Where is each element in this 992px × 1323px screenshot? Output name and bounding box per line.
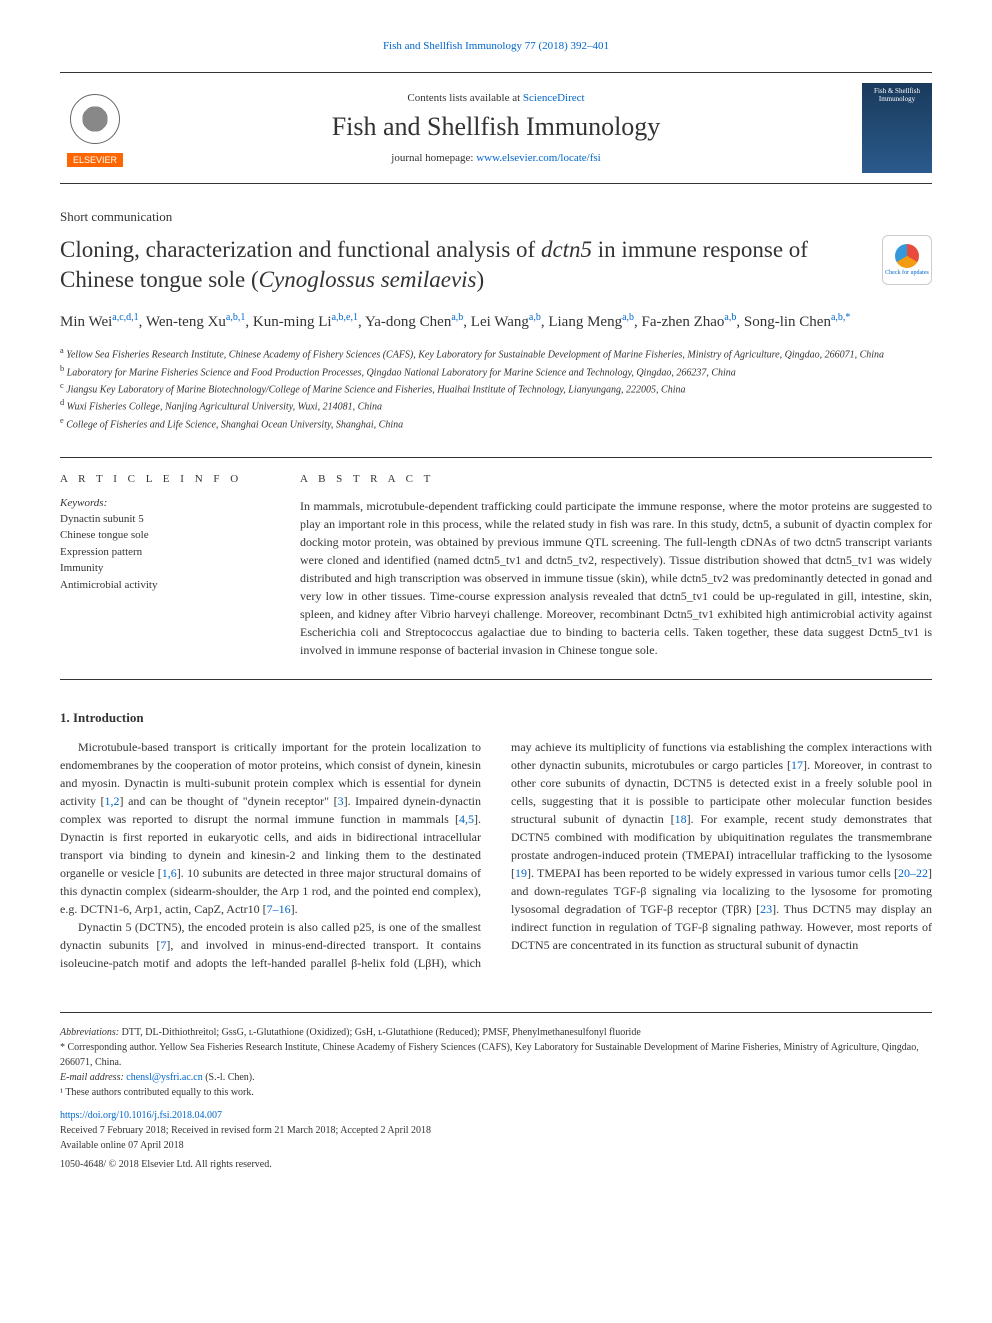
keywords-list: Dynactin subunit 5 Chinese tongue sole E… — [60, 511, 260, 594]
ref-link-4[interactable]: 1,6 — [162, 866, 177, 880]
journal-homepage: journal homepage: www.elsevier.com/locat… — [130, 152, 862, 164]
affiliation-a-text: Yellow Sea Fisheries Research Institute,… — [66, 350, 884, 361]
affiliation-a: a Yellow Sea Fisheries Research Institut… — [60, 345, 932, 362]
title-part1: Cloning, characterization and functional… — [60, 237, 541, 262]
p1-t6: ]. — [291, 902, 298, 916]
title-italic1: dctn5 — [541, 237, 592, 262]
author-8: , Song-lin Chen — [736, 314, 831, 330]
author-6-sup: a,b — [622, 312, 634, 323]
elsevier-tree-icon — [65, 89, 125, 149]
contribution-note: ¹ These authors contributed equally to t… — [60, 1085, 932, 1100]
p1-t2: ] and can be thought of "dynein receptor… — [120, 794, 338, 808]
paragraph-1: Microtubule-based transport is criticall… — [60, 738, 481, 918]
email-label: E-mail address: — [60, 1072, 126, 1083]
affiliation-e-text: College of Fisheries and Life Science, S… — [66, 419, 403, 430]
p2-t5: ]. TMEPAI has been reported to be widely… — [527, 866, 898, 880]
ref-link-10[interactable]: 20–22 — [898, 866, 928, 880]
check-updates-text: Check for updates — [885, 270, 929, 276]
article-type: Short communication — [60, 209, 932, 225]
title-italic2: Cynoglossus semilaevis — [259, 267, 477, 292]
journal-cover: Fish & Shellfish Immunology — [862, 83, 932, 173]
author-4-sup: a,b — [451, 312, 463, 323]
header-citation: Fish and Shellfish Immunology 77 (2018) … — [60, 40, 932, 52]
ref-link-11[interactable]: 23 — [760, 902, 772, 916]
author-5: , Lei Wang — [463, 314, 529, 330]
divider — [60, 457, 932, 458]
affiliation-c-text: Jiangsu Key Laboratory of Marine Biotech… — [66, 384, 685, 395]
abbrev-text: DTT, DL-Dithiothreitol; GssG, ʟ-Glutathi… — [119, 1027, 641, 1038]
author-1: Min Wei — [60, 314, 112, 330]
contents-prefix: Contents lists available at — [407, 92, 522, 104]
header-box: ELSEVIER Contents lists available at Sci… — [60, 72, 932, 184]
abstract: A B S T R A C T In mammals, microtubule-… — [300, 473, 932, 659]
divider-2 — [60, 679, 932, 680]
email-suffix: (S.-l. Chen). — [203, 1072, 255, 1083]
homepage-prefix: journal homepage: — [391, 152, 476, 164]
elsevier-logo: ELSEVIER — [60, 86, 130, 171]
check-updates-badge[interactable]: Check for updates — [882, 235, 932, 285]
ref-link-8[interactable]: 18 — [675, 812, 687, 826]
ref-link-7[interactable]: 17 — [791, 758, 803, 772]
article-info: A R T I C L E I N F O Keywords: Dynactin… — [60, 473, 260, 659]
author-3-sup: a,b,e,1 — [332, 312, 358, 323]
keyword-1: Dynactin subunit 5 — [60, 511, 260, 528]
keyword-2: Chinese tongue sole — [60, 527, 260, 544]
keyword-3: Expression pattern — [60, 544, 260, 561]
author-5-sup: a,b — [529, 312, 541, 323]
keyword-4: Immunity — [60, 560, 260, 577]
corresponding-author: * Corresponding author. Yellow Sea Fishe… — [60, 1040, 932, 1070]
doi-link[interactable]: https://doi.org/10.1016/j.fsi.2018.04.00… — [60, 1108, 932, 1123]
ref-link-5[interactable]: 7–16 — [267, 902, 291, 916]
journal-cover-text: Fish & Shellfish Immunology — [866, 87, 928, 103]
affiliation-b-text: Laboratory for Marine Fisheries Science … — [67, 367, 736, 378]
received-dates: Received 7 February 2018; Received in re… — [60, 1123, 932, 1138]
email-link[interactable]: chensl@ysfri.ac.cn — [126, 1072, 202, 1083]
abbreviations: Abbreviations: DTT, DL-Dithiothreitol; G… — [60, 1025, 932, 1040]
article-info-heading: A R T I C L E I N F O — [60, 473, 260, 485]
footer-section: Abbreviations: DTT, DL-Dithiothreitol; G… — [60, 1012, 932, 1172]
elsevier-label: ELSEVIER — [67, 153, 123, 167]
authors: Min Weia,c,d,1, Wen-teng Xua,b,1, Kun-mi… — [60, 310, 932, 334]
ref-link-3[interactable]: 4,5 — [459, 812, 474, 826]
author-8-sup: a,b,* — [831, 312, 850, 323]
info-abstract-row: A R T I C L E I N F O Keywords: Dynactin… — [60, 473, 932, 659]
email-line: E-mail address: chensl@ysfri.ac.cn (S.-l… — [60, 1070, 932, 1085]
body-columns: Microtubule-based transport is criticall… — [60, 738, 932, 972]
keyword-5: Antimicrobial activity — [60, 577, 260, 594]
keywords-label: Keywords: — [60, 497, 260, 509]
abstract-heading: A B S T R A C T — [300, 473, 932, 485]
author-3: , Kun-ming Li — [245, 314, 331, 330]
introduction-heading: 1. Introduction — [60, 710, 932, 726]
affiliation-d: d Wuxi Fisheries College, Nanjing Agricu… — [60, 397, 932, 414]
body-section: 1. Introduction Microtubule-based transp… — [60, 710, 932, 972]
author-7: , Fa-zhen Zhao — [634, 314, 724, 330]
abbrev-label: Abbreviations: — [60, 1027, 119, 1038]
journal-name: Fish and Shellfish Immunology — [130, 112, 862, 142]
copyright: 1050-4648/ © 2018 Elsevier Ltd. All righ… — [60, 1157, 932, 1172]
author-2-sup: a,b,1 — [226, 312, 245, 323]
author-1-sup: a,c,d,1 — [112, 312, 138, 323]
affiliation-e: e College of Fisheries and Life Science,… — [60, 415, 932, 432]
contents-line: Contents lists available at ScienceDirec… — [130, 92, 862, 104]
author-4: , Ya-dong Chen — [358, 314, 451, 330]
sciencedirect-link[interactable]: ScienceDirect — [523, 92, 585, 104]
author-7-sup: a,b — [724, 312, 736, 323]
title-part3: ) — [477, 267, 485, 292]
affiliation-b: b Laboratory for Marine Fisheries Scienc… — [60, 363, 932, 380]
title-row: Cloning, characterization and functional… — [60, 235, 932, 310]
abstract-text: In mammals, microtubule-dependent traffi… — [300, 497, 932, 659]
author-6: , Liang Meng — [541, 314, 622, 330]
affiliation-c: c Jiangsu Key Laboratory of Marine Biote… — [60, 380, 932, 397]
header-center: Contents lists available at ScienceDirec… — [130, 92, 862, 164]
ref-link-1[interactable]: 1,2 — [105, 794, 120, 808]
author-2: , Wen-teng Xu — [139, 314, 226, 330]
available-date: Available online 07 April 2018 — [60, 1138, 932, 1153]
ref-link-9[interactable]: 19 — [515, 866, 527, 880]
check-updates-icon — [895, 244, 919, 268]
affiliations: a Yellow Sea Fisheries Research Institut… — [60, 345, 932, 432]
homepage-link[interactable]: www.elsevier.com/locate/fsi — [476, 152, 601, 164]
affiliation-d-text: Wuxi Fisheries College, Nanjing Agricult… — [67, 402, 382, 413]
article-title: Cloning, characterization and functional… — [60, 235, 862, 295]
